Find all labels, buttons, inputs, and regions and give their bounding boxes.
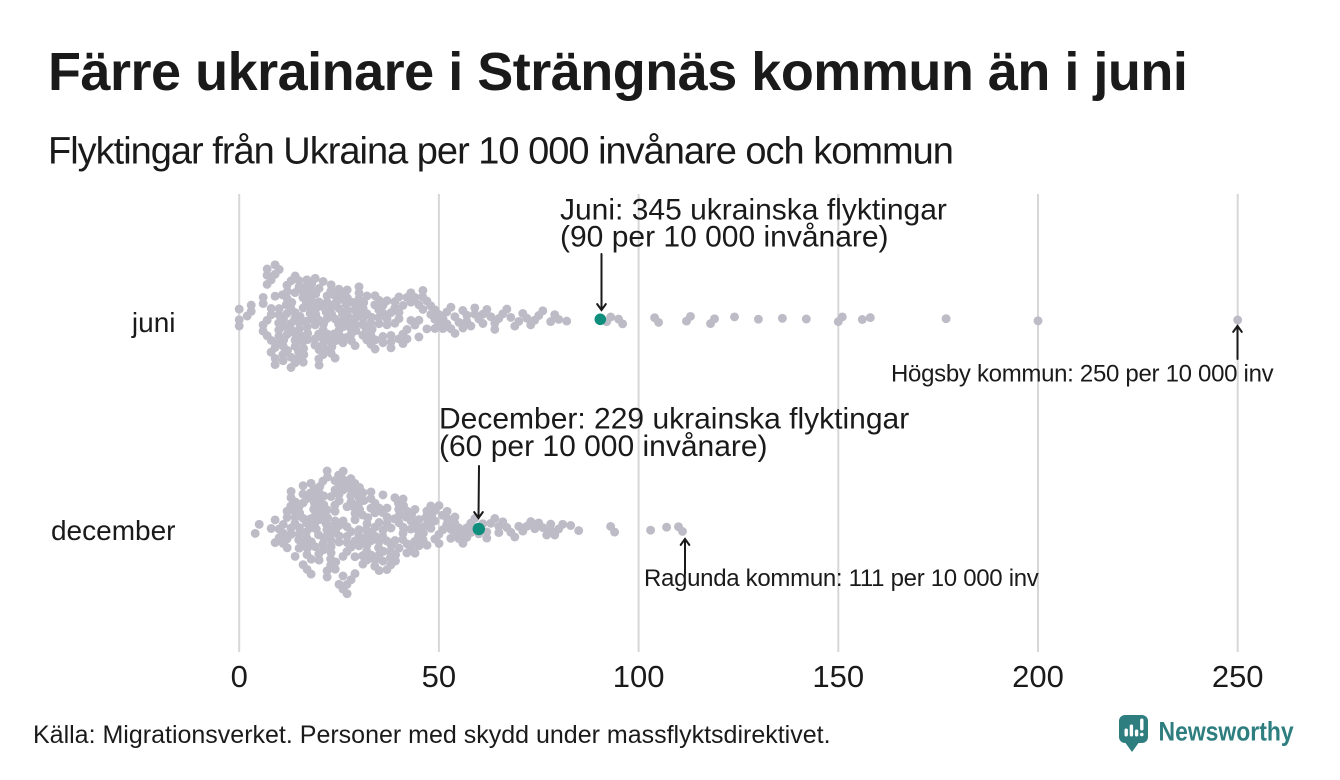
svg-text:50: 50 [422,659,456,694]
svg-text:(60 per 10 000 invånare): (60 per 10 000 invånare) [439,430,768,463]
svg-text:december: december [51,515,176,546]
svg-text:Juni: 345 ukrainska flyktingar: Juni: 345 ukrainska flyktingar [560,194,947,227]
svg-text:Högsby kommun: 250 per 10 000: Högsby kommun: 250 per 10 000 inv [891,361,1274,388]
svg-text:Flyktingar från Ukraina per 10: Flyktingar från Ukraina per 10 000 invån… [48,131,953,173]
svg-text:juni: juni [131,307,176,338]
svg-text:200: 200 [1012,659,1064,694]
svg-text:Färre ukrainare i Strängnäs ko: Färre ukrainare i Strängnäs kommun än i … [48,42,1187,102]
svg-text:Ragunda kommun: 111 per 10 000: Ragunda kommun: 111 per 10 000 inv [644,565,1039,592]
svg-text:(90 per 10 000 invånare): (90 per 10 000 invånare) [560,221,889,254]
svg-text:100: 100 [613,659,665,694]
svg-text:Källa: Migrationsverket. Perso: Källa: Migrationsverket. Personer med sk… [33,721,831,749]
svg-text:250: 250 [1212,659,1264,694]
svg-text:Newsworthy: Newsworthy [1159,717,1294,747]
svg-text:150: 150 [812,659,864,694]
svg-text:0: 0 [231,659,248,694]
svg-text:December: 229 ukrainska flykti: December: 229 ukrainska flyktingar [439,403,909,436]
